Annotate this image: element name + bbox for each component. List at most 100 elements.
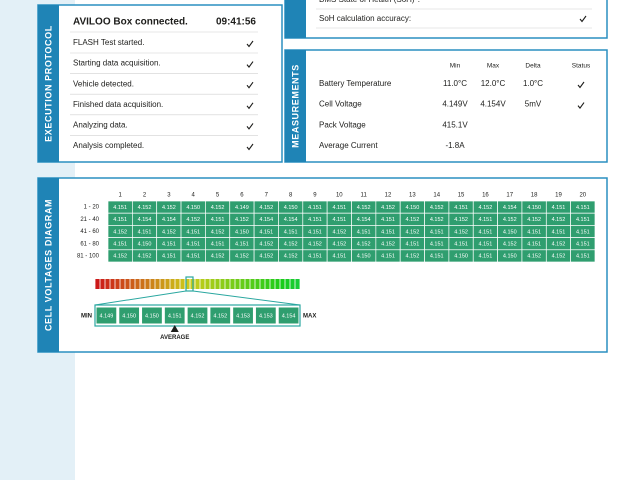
color-bar-segment — [295, 279, 300, 289]
cell-voltage: 4.152 — [527, 217, 541, 223]
cell — [570, 249, 596, 263]
measurement-max: 12.0°C — [481, 79, 506, 88]
cell-voltage: 4.151 — [308, 217, 322, 223]
check-icon — [246, 102, 254, 110]
color-bar-segment — [245, 279, 250, 289]
column-number: 6 — [240, 193, 244, 199]
row-label: 1 - 20 — [84, 205, 100, 211]
cell-voltage: 4.150 — [186, 205, 200, 211]
measurement-delta: 5mV — [525, 100, 542, 109]
cell-voltage: 4.151 — [381, 229, 395, 235]
cell-voltage: 4.152 — [235, 217, 249, 223]
cell-voltage: 4.151 — [186, 229, 200, 235]
color-bar-marker — [185, 276, 194, 292]
execution-panel — [37, 4, 283, 163]
cell-voltage: 4.151 — [308, 205, 322, 211]
measurement-max: 4.154V — [480, 100, 506, 109]
row-label: SoH calculation accuracy: — [319, 14, 411, 23]
cell-voltage: 4.151 — [211, 217, 225, 223]
color-bar-segment — [120, 279, 125, 289]
panel-title: CELL VOLTAGES DIAGRAM — [43, 199, 53, 331]
cell-voltage: 4.151 — [138, 229, 152, 235]
cell-voltage: 4.150 — [503, 254, 517, 260]
column-number: 5 — [216, 193, 220, 199]
panel-tab: CELL VOLTAGES DIAGRAM — [38, 178, 59, 352]
protocol-time: 09:41:56 — [216, 17, 256, 28]
color-bar-segment — [230, 279, 235, 289]
column-header: Min — [450, 63, 461, 70]
cell-voltage: 4.151 — [479, 241, 493, 247]
cell-voltage: 4.150 — [503, 229, 517, 235]
color-bar-segment — [225, 279, 230, 289]
scale-value: 4.154 — [282, 313, 296, 319]
measurement-min: 415.1V — [442, 120, 468, 129]
cell-voltage: 4.150 — [357, 254, 371, 260]
color-bar-segment — [175, 279, 180, 289]
cell-voltage: 4.152 — [284, 241, 298, 247]
color-bar-segment — [145, 279, 150, 289]
column-number: 12 — [385, 193, 392, 199]
cell-voltage: 4.154 — [503, 205, 517, 211]
cell-voltage: 4.151 — [113, 217, 127, 223]
color-bar-segment — [155, 279, 160, 289]
cell-voltage: 4.151 — [552, 205, 566, 211]
measurement-min: 11.0°C — [443, 79, 467, 88]
cell-voltage: 4.154 — [259, 217, 273, 223]
cell-voltage: 4.151 — [454, 241, 468, 247]
cell-voltage: 4.152 — [357, 205, 371, 211]
scale-cell — [119, 307, 140, 324]
average-marker — [170, 325, 179, 332]
cell-voltage: 4.151 — [332, 217, 346, 223]
color-bar-segment — [130, 279, 135, 289]
zoom-line — [192, 290, 301, 306]
cell-voltage: 4.151 — [576, 217, 590, 223]
color-bar-segment — [255, 279, 260, 289]
cell-voltage: 4.151 — [430, 254, 444, 260]
cell-voltage: 4.152 — [284, 254, 298, 260]
cell-voltage: 4.152 — [259, 205, 273, 211]
cell-voltage: 4.152 — [552, 217, 566, 223]
cell-voltage: 4.152 — [381, 205, 395, 211]
panel-title: EXECUTION PROTOCOL — [43, 25, 53, 142]
cell-voltage: 4.152 — [186, 217, 200, 223]
column-number: 9 — [313, 193, 317, 199]
scale-cell — [96, 307, 117, 324]
measurement-label: Cell Voltage — [319, 100, 362, 109]
cell-voltage: 4.152 — [113, 229, 127, 235]
color-bar-segment — [265, 279, 270, 289]
cell-voltage: 4.151 — [186, 254, 200, 260]
cell-voltage: 4.152 — [235, 254, 249, 260]
step-label: Analysis completed. — [73, 141, 144, 150]
step-label: Analyzing data. — [73, 121, 128, 130]
panel-tab: MEASUREMENTS — [285, 50, 306, 162]
cell-voltage: 4.151 — [479, 254, 493, 260]
cell-voltage: 4.152 — [162, 205, 176, 211]
scale-cell — [255, 307, 276, 324]
cell-voltage: 4.152 — [454, 229, 468, 235]
color-bar-segment — [215, 279, 220, 289]
color-bar-segment — [260, 279, 265, 289]
column-number: 18 — [531, 193, 538, 199]
column-header: Status — [572, 63, 591, 70]
cell-voltage: 4.151 — [479, 229, 493, 235]
cell-voltage: 4.151 — [576, 254, 590, 260]
cell-voltage: 4.152 — [113, 254, 127, 260]
cell-voltage: 4.151 — [479, 217, 493, 223]
color-bar-segment — [110, 279, 115, 289]
color-bar-segment — [135, 279, 140, 289]
panel-tab — [285, 0, 306, 38]
tab-background — [38, 5, 59, 162]
cell-voltage: 4.150 — [454, 254, 468, 260]
cell-voltage: 4.151 — [113, 205, 127, 211]
panel-title: MEASUREMENTS — [290, 64, 300, 148]
row-label: 61 - 80 — [80, 241, 99, 247]
cell-voltage: 4.152 — [357, 241, 371, 247]
cell-voltage: 4.151 — [381, 254, 395, 260]
cell-voltage: 4.151 — [576, 241, 590, 247]
color-bar-segment — [105, 279, 110, 289]
cell-voltage: 4.151 — [430, 229, 444, 235]
color-bar-segment — [235, 279, 240, 289]
scale-value: 4.153 — [236, 313, 250, 319]
scale-value: 4.153 — [259, 313, 273, 319]
scale-cell — [187, 307, 208, 324]
